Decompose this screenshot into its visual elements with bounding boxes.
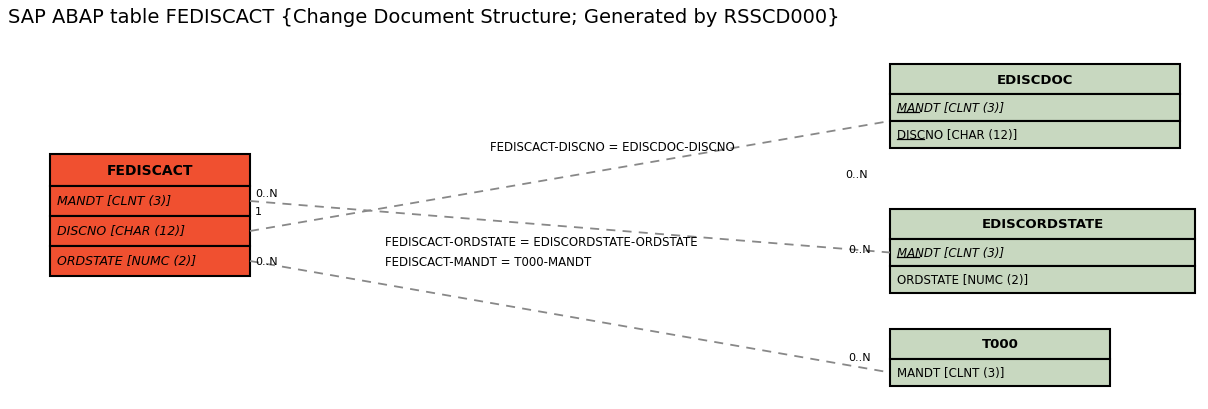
Text: 1: 1 [255,207,262,216]
FancyBboxPatch shape [890,122,1180,148]
FancyBboxPatch shape [50,155,250,187]
Text: MANDT [CLNT (3)]: MANDT [CLNT (3)] [57,195,172,208]
FancyBboxPatch shape [890,65,1180,95]
Text: FEDISCACT: FEDISCACT [106,164,193,178]
Text: 0..N: 0..N [255,256,278,266]
FancyBboxPatch shape [890,209,1195,239]
FancyBboxPatch shape [890,95,1180,122]
Text: MANDT [CLNT (3)]: MANDT [CLNT (3)] [898,366,1004,379]
Text: ORDSTATE [NUMC (2)]: ORDSTATE [NUMC (2)] [57,255,196,268]
FancyBboxPatch shape [50,187,250,216]
Text: 0..N: 0..N [255,189,278,198]
FancyBboxPatch shape [50,216,250,246]
Text: ORDSTATE [NUMC (2)]: ORDSTATE [NUMC (2)] [898,273,1028,286]
FancyBboxPatch shape [890,329,1110,359]
FancyBboxPatch shape [890,266,1195,293]
FancyBboxPatch shape [890,359,1110,386]
Text: 0..N: 0..N [848,245,871,254]
Text: EDISCDOC: EDISCDOC [997,73,1073,86]
Text: DISCNO [CHAR (12)]: DISCNO [CHAR (12)] [57,225,185,238]
Text: 0..N: 0..N [848,352,871,362]
Text: MANDT [CLNT (3)]: MANDT [CLNT (3)] [898,102,1004,115]
Text: SAP ABAP table FEDISCACT {Change Document Structure; Generated by RSSCD000}: SAP ABAP table FEDISCACT {Change Documen… [8,8,840,27]
Text: FEDISCACT-MANDT = T000-MANDT: FEDISCACT-MANDT = T000-MANDT [385,256,591,269]
Text: FEDISCACT-ORDSTATE = EDISCORDSTATE-ORDSTATE: FEDISCACT-ORDSTATE = EDISCORDSTATE-ORDST… [385,236,698,249]
FancyBboxPatch shape [50,246,250,276]
Text: DISCNO [CHAR (12)]: DISCNO [CHAR (12)] [898,129,1017,142]
Text: 0..N: 0..N [846,170,867,180]
Text: FEDISCACT-DISCNO = EDISCDOC-DISCNO: FEDISCACT-DISCNO = EDISCDOC-DISCNO [490,141,734,154]
Text: MANDT [CLNT (3)]: MANDT [CLNT (3)] [898,246,1004,259]
FancyBboxPatch shape [890,239,1195,266]
Text: T000: T000 [982,338,1018,351]
Text: EDISCORDSTATE: EDISCORDSTATE [981,218,1104,231]
